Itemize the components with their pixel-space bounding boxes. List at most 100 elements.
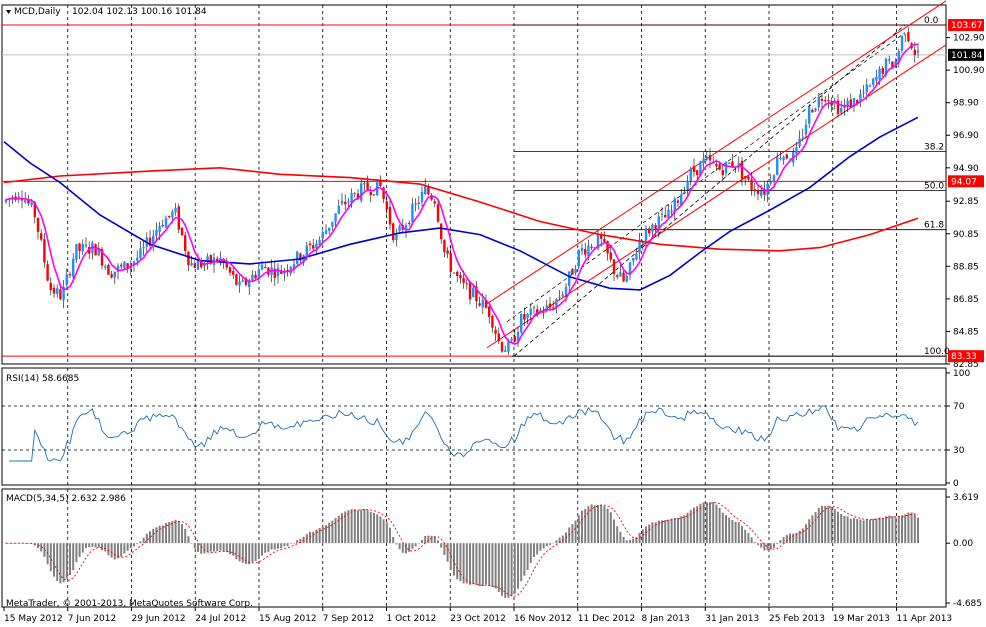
bull-candle [782,156,785,161]
macd-bar [427,535,430,544]
macd-bar [446,543,449,562]
macd-tick-label: 0.00 [953,539,973,549]
dropdown-triangle-icon[interactable] [6,10,11,14]
bull-candle [72,258,75,277]
macd-bar [318,527,321,544]
macd-bar [40,543,43,552]
macd-bar [232,543,235,556]
macd-bar [273,543,276,550]
macd-bar [209,543,212,552]
bull-candle [155,229,158,236]
mid-moving-average-line [3,116,919,291]
macd-bar [379,516,382,544]
macd-bar [737,522,740,544]
macd-bar [357,510,359,544]
bear-candle [756,190,760,195]
bear-candle [161,224,164,227]
macd-bar [552,542,555,544]
bear-candle [254,274,257,279]
macd-bar [440,543,443,548]
macd-bar [152,528,155,544]
y-tick-label: 92.85 [953,197,979,207]
bear-candle [603,238,606,242]
macd-bar [501,543,503,596]
bull-candle [472,287,475,298]
macd-bar [161,525,164,544]
bull-candle [894,61,897,67]
macd-bar [158,525,161,544]
bull-candle [516,332,520,342]
bear-candle [200,260,203,268]
bear-candle [59,289,62,300]
bear-candle [49,282,52,291]
bull-candle [833,101,836,104]
bull-candle [363,182,366,185]
bull-candle [657,216,660,231]
y-tick-label: 102.90 [953,34,985,44]
macd-bar [561,535,564,544]
slow-moving-average-line [3,166,919,252]
macd-bar [558,537,561,544]
macd-bar [75,543,78,563]
price-panel[interactable]: 0.0 38.2 50.0 61.8 100.0 102.90 100.90 98.90 96… [1,0,985,370]
macd-bar [414,543,417,547]
macd-bar [712,502,715,544]
bear-candle [824,100,827,102]
macd-bar [168,521,171,544]
bull-candle [334,213,337,223]
bull-candle [625,275,628,282]
bear-candle [718,164,721,170]
macd-bar [904,514,907,544]
bull-candle [238,281,241,286]
bear-candle [344,201,347,205]
bull-candle [414,202,417,205]
macd-bar [110,543,113,558]
bear-candle [40,233,43,240]
macd-bar [542,543,545,549]
bear-candle [120,264,123,267]
macd-bar [299,538,302,544]
macd-bar [277,543,279,549]
macd-bar [309,531,311,544]
macd-bar [897,516,900,544]
rsi-panel[interactable]: 100 70 30 0 RSI(14) 58.6685 [1,367,970,489]
price-label-text: 83.33 [951,352,977,362]
bull-candle [846,100,849,107]
bear-candle [107,264,110,275]
macd-bar [609,512,612,544]
macd-bar [520,543,523,582]
macd-bar [283,543,286,547]
y-tick-label: 88.85 [953,262,979,272]
y-tick-label: 100.90 [953,66,985,76]
bull-candle [587,245,590,256]
macd-panel[interactable]: 3.619 0.00 -4.685 MACD(5,34,5) 2.632 2.986… [1,488,982,609]
bear-candle [881,68,884,74]
macd-bar [289,543,292,544]
title-block: MCD,Daily 102.04 102.13 100.16 101.84 [6,7,207,17]
macd-bar [721,512,724,544]
bull-candle [411,204,414,223]
macd-bar [901,515,903,544]
macd-bar [286,543,289,546]
bull-candle [292,264,296,270]
macd-bar [478,543,481,587]
bull-candle [897,51,900,63]
bull-candle [561,294,564,297]
macd-bar [638,532,641,544]
macd-bar [376,514,379,544]
macd-bar [728,517,731,544]
bear-candle [366,182,369,191]
bear-candle [907,32,910,42]
bull-candle [900,36,904,51]
bull-candle [507,341,510,352]
bull-candle [529,308,532,316]
bear-candle [299,253,302,261]
macd-bar [315,529,318,544]
macd-bar [843,515,846,544]
macd-bar [203,543,206,554]
macd-bar [661,520,663,544]
bear-candle [244,278,248,285]
macd-bar [817,507,820,544]
macd-bar [830,506,833,544]
macd-bar [389,527,391,544]
